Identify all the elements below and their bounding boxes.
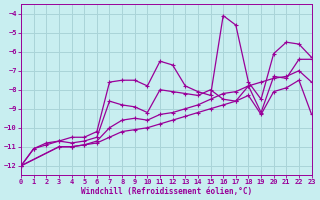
X-axis label: Windchill (Refroidissement éolien,°C): Windchill (Refroidissement éolien,°C) xyxy=(81,187,252,196)
